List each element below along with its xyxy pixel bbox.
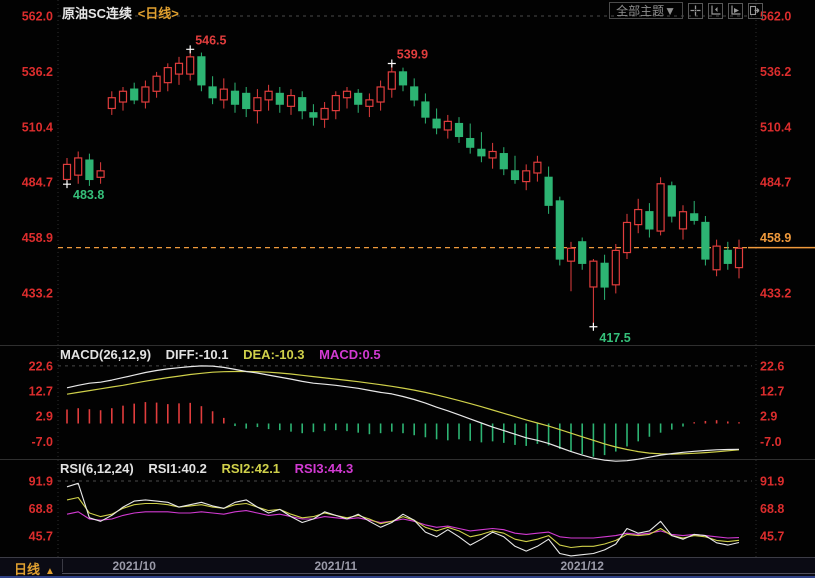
svg-text:68.8: 68.8 [760,502,784,516]
svg-text:510.4: 510.4 [760,120,791,134]
svg-text:433.2: 433.2 [22,286,53,300]
x-axis-scale-button[interactable] [728,2,743,19]
macd-dea-value: DEA:-10.3 [243,347,305,362]
y-axis-scale-icon [711,5,721,15]
svg-text:539.9: 539.9 [397,48,428,62]
rsi-indicator-header: RSI(6,12,24) RSI1:40.2 RSI2:42.1 RSI3:44… [60,461,364,476]
svg-text:91.9: 91.9 [29,475,53,489]
date-label: 2021/11 [314,559,358,573]
y-axis-scale-button[interactable] [708,2,723,19]
svg-text:484.7: 484.7 [22,176,53,190]
price-extreme-annotations: 483.8 546.5 539.9 417.5 [63,33,631,345]
main-price-panel[interactable]: 562.0 562.0 536.2 536.2 510.4 510.4 484.7 484.7… [22,10,815,345]
svg-text:546.5: 546.5 [195,33,226,47]
chart-canvas[interactable]: 562.0 562.0 536.2 536.2 510.4 510.4 484.7 484.7… [0,0,815,558]
shift-right-button[interactable] [748,2,763,19]
price-axis-labels: 562.0 562.0 536.2 536.2 510.4 510.4 484.7 484.7… [22,10,792,301]
bottom-bar-blue-line [0,575,815,578]
crosshair-tool-button[interactable] [688,2,703,19]
time-axis-bar: 日线 ▲ 2021/10 2021/11 2021/12 [0,557,815,578]
svg-text:68.8: 68.8 [29,502,53,516]
period-selector-label: 日线 [14,562,41,577]
macd-params-label: MACD(26,12,9) [60,347,152,362]
period-selector[interactable]: 日线 ▲ [14,559,55,578]
svg-text:22.6: 22.6 [760,359,784,373]
crosshair-icon [690,5,701,16]
svg-text:458.9: 458.9 [760,231,791,245]
svg-text:45.7: 45.7 [29,529,53,543]
instrument-header: 原油SC连续 <日线> [62,3,179,22]
rsi2-value: RSI2:42.1 [221,461,281,476]
rsi-panel[interactable]: 91.9 91.9 68.8 68.8 45.7 45.7 [29,475,785,557]
svg-text:12.7: 12.7 [29,385,53,399]
triangle-up-icon: ▲ [45,566,55,577]
macd-indicator-header: MACD(26,12,9) DIFF:-10.1 DEA:-10.3 MACD:… [60,347,392,362]
svg-text:22.6: 22.6 [29,359,53,373]
rsi1-value: RSI1:40.2 [148,461,207,476]
shift-right-icon [750,5,760,16]
date-label: 2021/10 [112,559,156,573]
svg-text:433.2: 433.2 [760,286,791,300]
svg-text:562.0: 562.0 [760,10,791,24]
svg-text:510.4: 510.4 [22,120,53,134]
candlestick-series[interactable] [62,49,744,327]
macd-axis-labels: 22.6 22.6 12.7 12.7 2.9 2.9 -7.0 -7.0 [29,359,785,448]
rsi-axis-labels: 91.9 91.9 68.8 68.8 45.7 45.7 [29,475,785,544]
svg-text:536.2: 536.2 [760,65,791,79]
bottom-bar-gray-line [62,573,815,574]
svg-text:458.9: 458.9 [22,231,53,245]
svg-text:417.5: 417.5 [599,331,630,345]
svg-text:-7.0: -7.0 [760,435,782,449]
svg-text:91.9: 91.9 [760,475,784,489]
svg-text:484.7: 484.7 [760,176,791,190]
chart-toolbar: 全部主题▼ [609,2,763,19]
date-label: 2021/12 [560,559,604,573]
macd-histogram [66,402,740,457]
bottom-bar-top-border [0,557,815,558]
period-tag: <日线> [137,6,179,21]
bottom-bar-divider [62,559,63,572]
svg-text:45.7: 45.7 [760,529,784,543]
theme-selector-button[interactable]: 全部主题▼ [609,2,683,19]
svg-text:2.9: 2.9 [760,410,777,424]
rsi3-value: RSI3:44.3 [294,461,354,476]
rsi-params-label: RSI(6,12,24) [60,461,134,476]
macd-diff-value: DIFF:-10.1 [165,347,229,362]
macd-panel[interactable]: 22.6 22.6 12.7 12.7 2.9 2.9 -7.0 -7.0 [29,359,785,462]
chart-frame [0,0,815,557]
svg-text:536.2: 536.2 [22,65,53,79]
instrument-title: 原油SC连续 [62,6,133,21]
svg-text:-7.0: -7.0 [31,435,53,449]
macd-macd-value: MACD:0.5 [319,347,381,362]
svg-text:12.7: 12.7 [760,385,784,399]
x-axis-scale-icon [731,5,741,15]
svg-text:562.0: 562.0 [22,10,53,24]
svg-text:2.9: 2.9 [36,410,53,424]
svg-text:483.8: 483.8 [73,188,104,202]
